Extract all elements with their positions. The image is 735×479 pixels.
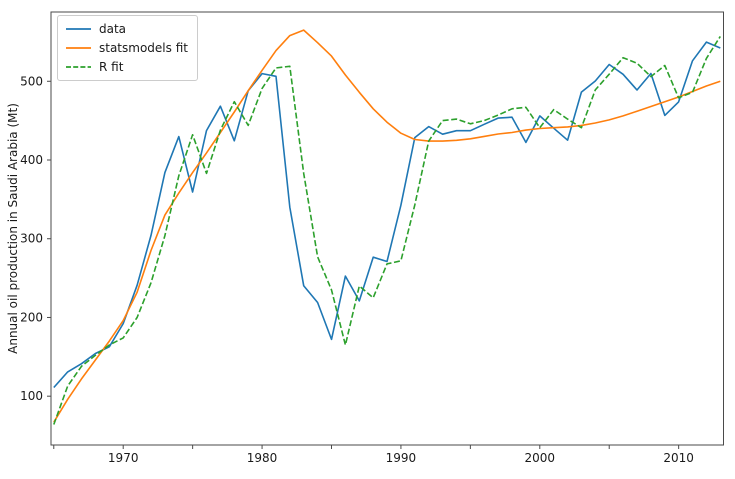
x-tick-label: 1990 [386, 451, 417, 465]
legend-label: statsmodels fit [99, 41, 188, 55]
y-tick-label: 100 [20, 389, 43, 403]
plot-frame [50, 11, 724, 446]
plot-spines [50, 11, 724, 446]
legend: data statsmodels fit R fit [57, 15, 198, 81]
legend-line-swatch [66, 28, 91, 30]
x-tick-label: 1970 [108, 451, 139, 465]
legend-item-R-fit: R fit [65, 60, 188, 74]
legend-item-statsmodels-fit: statsmodels fit [65, 41, 188, 55]
legend-item-data: data [65, 22, 188, 36]
y-tick-label: 500 [20, 74, 43, 88]
axis-ticks: 1970 1980 1990 2000 2010 100 200 300 400 500 [20, 74, 694, 465]
legend-line-swatch [66, 66, 91, 68]
y-tick-label: 400 [20, 153, 43, 167]
series-lines [53, 29, 721, 425]
series-line-data [53, 41, 721, 389]
series-line-statsmodels-fit [53, 29, 721, 423]
legend-label: R fit [99, 60, 124, 74]
y-axis-label: Annual oil production in Saudi Arabia (M… [6, 103, 20, 354]
x-tick-label: 2010 [663, 451, 694, 465]
x-tick-label: 1980 [247, 451, 278, 465]
y-tick-label: 300 [20, 232, 43, 246]
y-tick-label: 200 [20, 310, 43, 324]
legend-line-swatch [66, 47, 91, 49]
series-line-R-fit [53, 35, 721, 425]
legend-label: data [99, 22, 127, 36]
x-tick-label: 2000 [525, 451, 556, 465]
